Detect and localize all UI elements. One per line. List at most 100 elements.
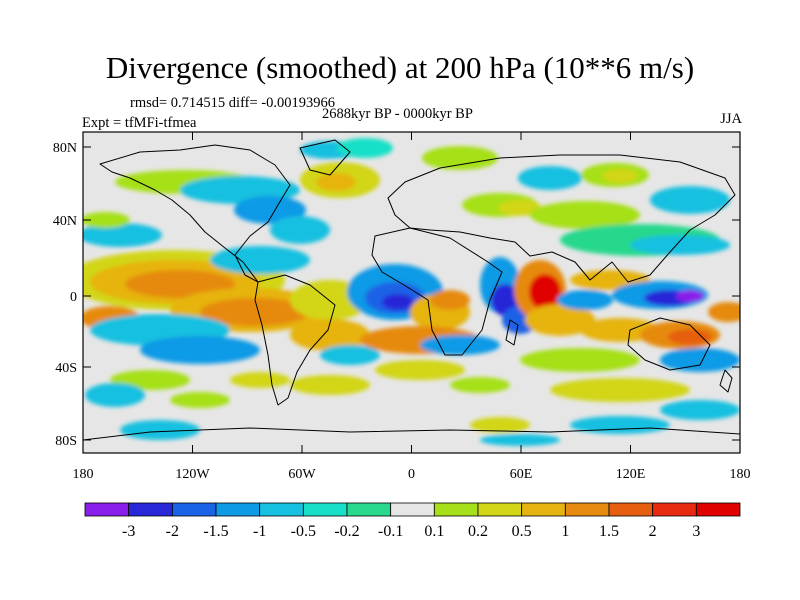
field-blob	[320, 345, 380, 365]
colorbar-swatch	[215, 502, 261, 517]
lat-tick-label: 0	[70, 290, 77, 305]
rmsd-diff-stats: rmsd= 0.714515 diff= -0.00193966	[130, 95, 335, 111]
field-blob	[316, 173, 356, 191]
field-blob	[498, 200, 542, 216]
coastline-antarctica	[83, 427, 740, 441]
colorbar-swatch	[259, 502, 304, 517]
colorbar-swatch	[346, 502, 392, 517]
field-blob	[518, 166, 582, 190]
field-blob	[525, 304, 595, 336]
coastline-south-america	[254, 274, 336, 406]
field-blob	[83, 223, 162, 247]
colorbar-swatch	[521, 502, 566, 517]
field-blob	[520, 348, 640, 372]
map-panel	[82, 131, 741, 454]
colorbar-swatch	[302, 502, 348, 517]
coastlines	[83, 139, 740, 441]
field-blob	[85, 383, 145, 407]
divergence-field	[83, 138, 740, 446]
field-blob	[125, 270, 235, 298]
colorbar-label: -3	[122, 523, 135, 540]
map-axes: 80N 40N 0 40S 80S 180 120W 60W 0 60E 120E 180	[53, 132, 751, 482]
colorbar-label: -0.1	[378, 523, 403, 540]
lon-tick-label: 180	[730, 467, 751, 482]
experiment-label: Expt = tfMFi-tfmea	[82, 115, 197, 131]
colorbar-label: 0.2	[468, 523, 488, 540]
field-blob	[602, 169, 638, 183]
colorbar-label: -2	[166, 523, 179, 540]
field-blob	[660, 348, 740, 372]
colorbar-swatch	[564, 502, 610, 517]
field-blob	[708, 302, 740, 322]
field-blob	[480, 434, 560, 446]
field-blob	[660, 400, 740, 420]
lon-tick-label: 120W	[175, 467, 210, 482]
coastline-new-zealand	[719, 369, 733, 393]
field-blob	[557, 290, 613, 310]
colorbar-swatch	[171, 502, 217, 517]
field-blob	[580, 318, 660, 342]
colorbar-label: 2	[649, 523, 657, 540]
lon-tick-label: 180	[73, 467, 94, 482]
field-blob	[530, 201, 640, 229]
colorbar-label: 3	[692, 523, 700, 540]
field-blob	[234, 196, 306, 224]
field-blob	[375, 360, 465, 380]
coastline-north-america	[99, 144, 291, 283]
field-blob	[210, 246, 310, 274]
field-blob	[676, 290, 704, 302]
coastline-eurasia	[387, 154, 736, 283]
field-blob	[83, 212, 130, 228]
lon-tick-label: 0	[408, 467, 415, 482]
lat-tick-label: 40N	[53, 214, 77, 229]
colorbar-swatch	[695, 502, 741, 517]
colorbar-label: 0.1	[424, 523, 444, 540]
colorbar-label: -1.5	[203, 523, 228, 540]
lon-tick-label: 60W	[288, 467, 316, 482]
field-blob	[200, 298, 310, 326]
colorbar-swatch	[433, 502, 479, 517]
field-blob	[290, 319, 370, 351]
colorbar-swatch	[477, 502, 523, 517]
field-blob	[668, 329, 712, 345]
colorbar-label: -0.5	[291, 523, 316, 540]
field-blob	[422, 146, 498, 170]
coastline-australia	[627, 317, 711, 371]
field-blob	[337, 138, 393, 158]
field-blob	[550, 378, 690, 402]
field-blob	[140, 336, 260, 364]
field-blob	[630, 235, 730, 255]
field-blob	[450, 377, 510, 393]
lon-tick-label: 120E	[616, 467, 646, 482]
field-blob	[270, 216, 330, 244]
colorbar-swatch	[608, 502, 654, 517]
field-blob	[170, 392, 230, 408]
colorbar-swatch	[652, 502, 697, 517]
time-period-label: 2688kyr BP - 0000kyr BP	[322, 106, 473, 122]
field-blob	[382, 294, 414, 310]
colorbar-label: 0.5	[512, 523, 532, 540]
field-blob	[430, 290, 470, 310]
plot-title: Divergence (smoothed) at 200 hPa (10**6 …	[105, 50, 695, 85]
colorbar-label: 1	[561, 523, 569, 540]
colorbar-label: -1	[253, 523, 266, 540]
lat-tick-label: 80N	[53, 141, 77, 156]
field-blob	[290, 375, 370, 395]
lat-tick-label: 40S	[55, 361, 77, 376]
coastline-africa	[371, 227, 503, 356]
lat-tick-label: 80S	[55, 434, 77, 449]
field-blob	[529, 274, 561, 310]
lon-tick-label: 60E	[510, 467, 533, 482]
field-blob	[570, 416, 670, 434]
colorbar-swatch	[128, 502, 173, 517]
field-blob	[470, 417, 530, 433]
colorbar-swatch	[84, 502, 130, 517]
colorbar-swatch	[390, 502, 435, 517]
colorbar-label: -0.2	[334, 523, 359, 540]
coastline-greenland	[299, 139, 351, 176]
colorbar: -3 -2 -1.5 -1 -0.5 -0.2 -0.1 0.1 0.2 0.5 1 1.5 2 3	[84, 502, 741, 540]
field-blob	[650, 186, 730, 214]
season-label: JJA	[720, 111, 742, 127]
field-blob	[120, 420, 200, 440]
